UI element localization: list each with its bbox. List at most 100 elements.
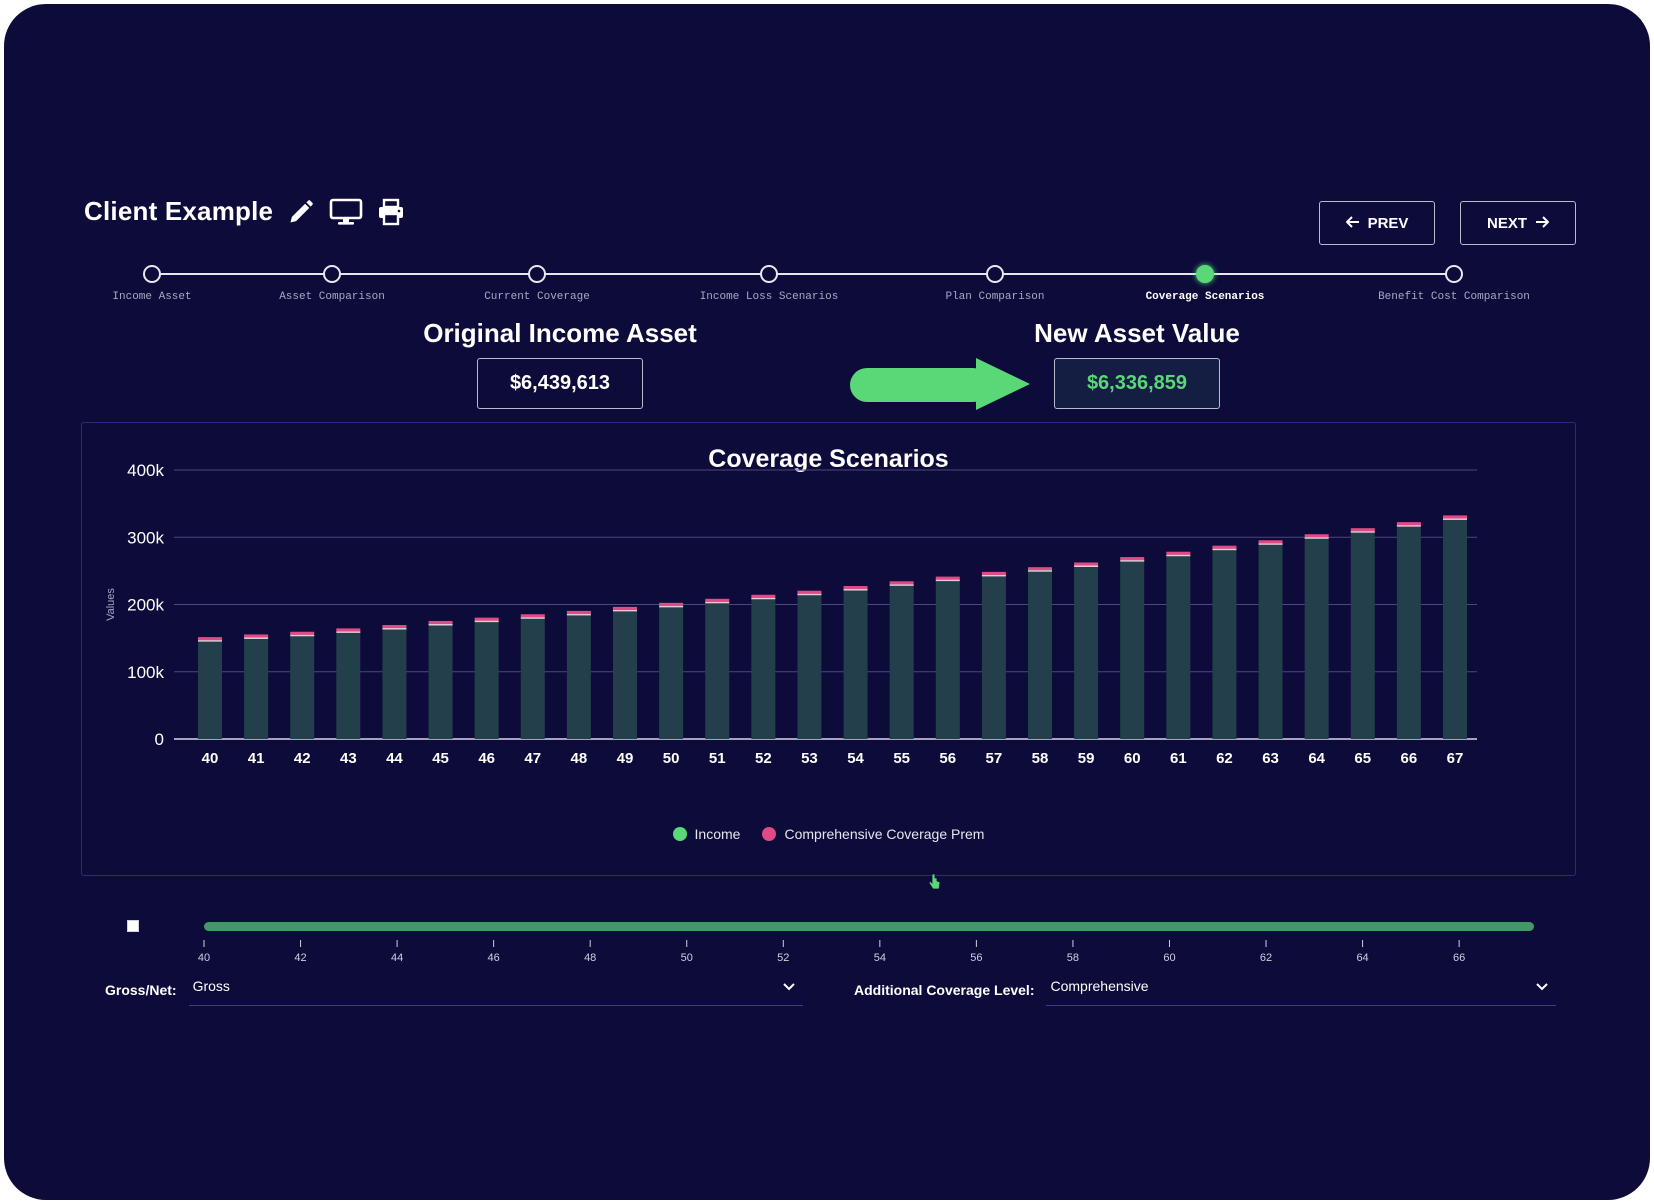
coverage-chart: 0 100k 200k 300k 400k Values 40 41 42 43 44 45 46 47 4… [105,461,1477,767]
premium-bar [1166,551,1191,555]
slider-checkbox[interactable] [127,920,139,932]
step-label: Income Asset [112,291,192,303]
stepper-line [152,273,1454,275]
premium-bar [1350,528,1375,532]
chevron-down-icon [782,978,795,994]
slider-tick-label: 46 [488,952,500,964]
monitor-icon[interactable] [329,198,363,226]
slider-tick-label: 40 [198,952,210,964]
income-bar [797,593,822,739]
client-title: Client Example [84,196,274,226]
premium-bar [428,620,453,625]
y-tick-label: 100k [127,663,164,682]
pencil-icon[interactable] [287,198,315,226]
bar-cap [1120,560,1145,562]
step-dot-active [1196,265,1214,283]
gross-net-label: Gross/Net: [105,982,177,998]
step-plan-comparison[interactable]: Plan Comparison [895,262,1095,303]
legend-dot-icon [762,827,777,841]
chart-title: Coverage Scenarios [708,445,949,473]
income-bar [290,634,315,739]
income-bar [1120,560,1145,739]
step-benefit-cost-comparison[interactable]: Benefit Cost Comparison [1354,262,1554,303]
slider-tick-label: 52 [777,952,789,964]
premium-bar [336,628,361,632]
bar-cap [659,605,684,608]
new-asset-value: $6,336,859 [1054,358,1220,409]
premium-bar [751,594,776,598]
premium-bar [1443,515,1467,519]
bar-cap [843,589,868,591]
income-bar [981,574,1006,739]
step-coverage-scenarios[interactable]: Coverage Scenarios [1105,262,1305,303]
x-tick-label: 55 [893,750,910,767]
prev-button[interactable]: PREV [1319,201,1435,245]
step-asset-comparison[interactable]: Asset Comparison [232,262,432,303]
x-tick-label: 65 [1354,750,1371,767]
legend-premium[interactable]: Comprehensive Coverage Prem [762,826,984,842]
step-label: Current Coverage [484,291,590,303]
premium-bar [1396,522,1421,526]
step-income-asset[interactable]: Income Asset [52,262,252,303]
premium-bar [889,581,914,585]
premium-bar [198,637,222,641]
bar-cap [1304,537,1329,539]
bar-cap [1166,554,1191,557]
legend-label: Comprehensive Coverage Prem [784,826,985,842]
x-tick-label: 63 [1262,750,1279,767]
income-bar [613,609,637,739]
x-tick-label: 57 [986,750,1003,767]
x-tick-label: 43 [340,750,357,767]
coverage-level-control: Additional Coverage Level: Comprehensive [854,974,1557,1006]
bar-cap [751,597,776,600]
premium-bar [1212,545,1237,549]
progress-stepper: Income Asset Asset Comparison Current Co… [4,262,1650,312]
premium-bar [290,631,315,635]
income-bar [336,631,361,739]
bar-cap [1350,531,1375,533]
premium-bar [1120,557,1145,561]
premium-bar [382,625,407,629]
bar-cap [290,634,315,637]
slider-track[interactable] [204,922,1534,931]
step-label: Income Loss Scenarios [699,291,839,303]
slider-tick-label: 64 [1356,952,1368,964]
slider-tick-label: 44 [391,952,403,964]
premium-bar [705,598,730,602]
step-income-loss-scenarios[interactable]: Income Loss Scenarios [669,262,869,303]
x-tick-label: 40 [202,750,219,767]
x-tick-label: 49 [617,750,634,767]
bar-cap [935,579,960,582]
coverage-level-label: Additional Coverage Level: [854,982,1035,998]
slider-tick-label: 50 [681,952,693,964]
slider-tick-label: 56 [970,952,982,964]
step-current-coverage[interactable]: Current Coverage [437,262,637,303]
step-label: Coverage Scenarios [1145,291,1265,303]
bar-cap [613,609,637,612]
legend-income[interactable]: Income [672,826,740,842]
income-bar [474,620,499,739]
x-tick-label: 51 [709,750,726,767]
coverage-level-select[interactable]: Comprehensive [1046,974,1557,1006]
printer-icon[interactable] [377,198,405,226]
next-button[interactable]: NEXT [1460,201,1576,245]
bar-cap [198,640,222,642]
legend-dot-icon [672,827,687,841]
slider-tick-label: 66 [1453,952,1465,964]
bar-cap [889,584,914,586]
step-label: Plan Comparison [945,291,1045,303]
gross-net-select[interactable]: Gross [188,974,803,1006]
coverage-level-value: Comprehensive [1050,978,1149,994]
original-asset-value: $6,439,613 [477,358,643,409]
premium-bar [1258,540,1283,544]
income-bar [1350,531,1375,739]
bar-cap [981,574,1006,577]
premium-bar [659,602,684,606]
original-asset-heading: Original Income Asset [423,318,697,348]
premium-bar [613,606,637,610]
x-tick-label: 50 [663,750,680,767]
bar-cap [1396,525,1421,527]
income-bar [428,624,453,739]
income-bar [1396,525,1421,739]
y-tick-label: 200k [127,596,164,615]
